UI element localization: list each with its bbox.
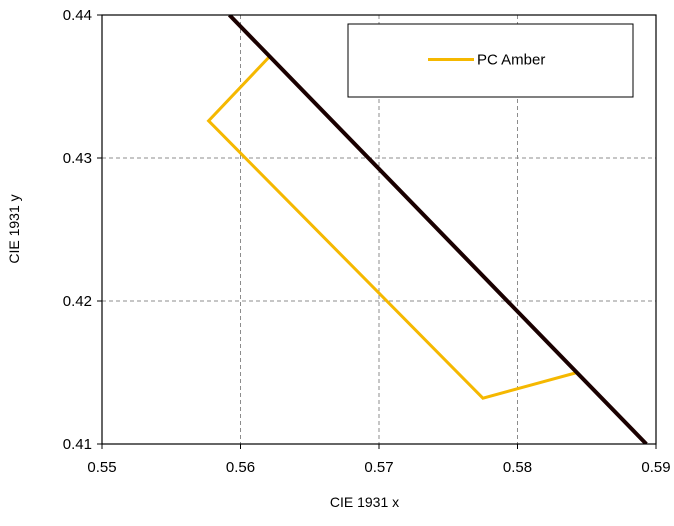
x-tick-label: 0.58 (503, 459, 532, 476)
tick-labels: 0.55 0.56 0.57 0.58 0.59 0.41 0.42 0.43 0.44 (63, 7, 671, 476)
plot-frame (97, 14, 657, 449)
plot-series (206, 15, 648, 444)
x-tick-label: 0.55 (87, 459, 116, 476)
y-tick-label: 0.42 (63, 293, 92, 310)
boundary-line (227, 15, 648, 444)
y-tick-label: 0.43 (63, 150, 92, 167)
x-axis-title: CIE 1931 x (329, 494, 400, 510)
y-tick-label: 0.44 (63, 7, 92, 24)
series-line-pc-amber (206, 55, 578, 400)
legend-box (347, 23, 634, 98)
legend: PC Amber (347, 23, 634, 98)
legend-label: PC Amber (477, 52, 545, 69)
x-tick-label: 0.56 (226, 459, 255, 476)
x-tick-label: 0.59 (641, 459, 670, 476)
x-tick-label: 0.57 (364, 459, 393, 476)
y-axis-title: CIE 1931 y (6, 194, 22, 264)
y-tick-label: 0.41 (63, 436, 92, 453)
